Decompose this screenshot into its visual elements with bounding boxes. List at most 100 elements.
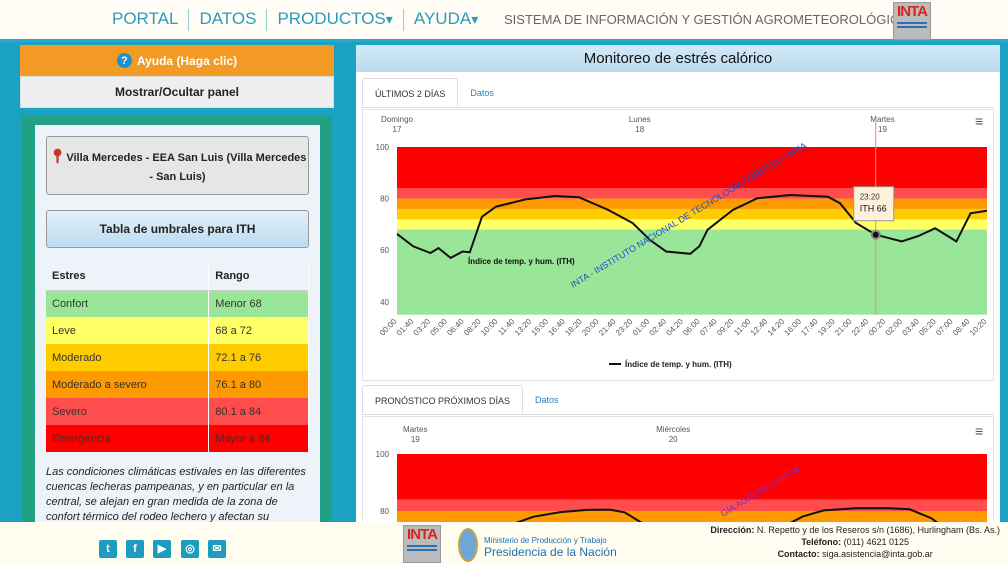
day-label: Domingo bbox=[381, 115, 414, 124]
tab-last-2-days[interactable]: ÚLTIMOS 2 DÍAS bbox=[362, 78, 459, 107]
x-tick-label: 21:00 bbox=[833, 317, 854, 338]
main-nav: PORTAL DATOS PRODUCTOS▾ AYUDA▾ bbox=[112, 9, 488, 31]
x-tick-label: 02:00 bbox=[884, 317, 905, 338]
date-label: 19 bbox=[411, 435, 420, 444]
description-text: Las condiciones climáticas estivales en … bbox=[46, 466, 306, 522]
ith-chart: 100806040Domingo17Lunes18Martes19≡00:000… bbox=[376, 113, 989, 369]
contact-info: Dirección: N. Repetto y de los Reseros s… bbox=[710, 525, 1000, 559]
x-tick-label: 23:20 bbox=[614, 317, 635, 338]
x-tick-label: 22:40 bbox=[850, 317, 871, 338]
location-button[interactable]: 📍︎Villa Mercedes - EEA San Luis (Villa M… bbox=[46, 136, 309, 195]
x-tick-label: 20:00 bbox=[580, 317, 601, 338]
x-tick-label: 00:20 bbox=[867, 317, 888, 338]
x-tick-label: 03:20 bbox=[412, 317, 433, 338]
stress-range: Mayor a 84 bbox=[208, 425, 309, 452]
date-label: 19 bbox=[878, 125, 887, 134]
x-tick-label: 03:40 bbox=[900, 317, 921, 338]
tabs-last-days: ÚLTIMOS 2 DÍAS Datos bbox=[362, 78, 994, 108]
threshold-band bbox=[397, 511, 987, 522]
date-label: 20 bbox=[669, 435, 678, 444]
tab-data[interactable]: Datos bbox=[535, 395, 559, 405]
y-tick-label: 80 bbox=[380, 195, 389, 204]
threshold-row: Severo 80.1 a 84 bbox=[46, 398, 309, 425]
twitter-icon[interactable]: t bbox=[99, 540, 117, 558]
threshold-band bbox=[397, 147, 987, 189]
x-tick-label: 07:00 bbox=[934, 317, 955, 338]
x-tick-label: 14:20 bbox=[766, 317, 787, 338]
x-tick-label: 01:00 bbox=[631, 317, 652, 338]
facebook-icon[interactable]: f bbox=[126, 540, 144, 558]
nav-ayuda[interactable]: AYUDA▾ bbox=[413, 9, 479, 28]
threshold-table: Estres Rango Confort Menor 68 Leve 68 a 72 Mo… bbox=[46, 263, 309, 452]
x-tick-label: 19:20 bbox=[816, 317, 837, 338]
threshold-row: Moderado a severo 76.1 a 80 bbox=[46, 371, 309, 398]
help-button[interactable]: ? Ayuda (Haga clic) bbox=[20, 45, 334, 76]
stress-level: Confort bbox=[46, 290, 210, 317]
hamburger-icon: ≡ bbox=[975, 113, 983, 129]
inta-logo[interactable]: INTA bbox=[893, 2, 931, 40]
threshold-band bbox=[397, 499, 987, 511]
x-tick-label: 12:40 bbox=[749, 317, 770, 338]
x-tick-label: 04:20 bbox=[664, 317, 685, 338]
date-label: 18 bbox=[635, 125, 644, 134]
x-tick-label: 18:20 bbox=[563, 317, 584, 338]
stress-level: Moderado a severo bbox=[46, 371, 210, 398]
threshold-row: Emergencia Mayor a 84 bbox=[46, 425, 309, 452]
y-tick-label: 40 bbox=[380, 298, 389, 307]
day-label: Martes bbox=[870, 115, 894, 124]
question-icon: ? bbox=[116, 53, 132, 68]
tab-data[interactable]: Datos bbox=[470, 88, 494, 98]
x-tick-label: 11:40 bbox=[496, 317, 516, 337]
x-tick-label: 11:00 bbox=[732, 317, 752, 337]
tabs-forecast: PRONÓSTICO PRÓXIMOS DÍAS Datos bbox=[362, 385, 994, 415]
x-tick-label: 10:20 bbox=[968, 317, 989, 338]
x-tick-label: 01:40 bbox=[395, 317, 416, 338]
left-panel: ? Ayuda (Haga clic) Mostrar/Ocultar panel bbox=[20, 45, 334, 108]
nav-datos[interactable]: DATOS bbox=[199, 9, 257, 28]
threshold-band bbox=[397, 229, 987, 315]
x-tick-label: 13:20 bbox=[513, 317, 534, 338]
threshold-band bbox=[397, 219, 987, 230]
tooltip-time: 23:20 bbox=[860, 193, 881, 202]
col-header: Estres bbox=[46, 263, 210, 291]
contact-email[interactable]: siga.asistencia@inta.gob.ar bbox=[822, 549, 933, 559]
legend-label: Índice de temp. y hum. (ITH) bbox=[625, 360, 732, 369]
y-tick-label: 100 bbox=[376, 450, 390, 459]
threshold-band bbox=[397, 198, 987, 209]
email-icon[interactable]: ✉ bbox=[208, 540, 226, 558]
date-label: 17 bbox=[393, 125, 402, 134]
toggle-panel-button[interactable]: Mostrar/Ocultar panel bbox=[20, 76, 334, 108]
threshold-table-button[interactable]: Tabla de umbrales para ITH bbox=[46, 210, 309, 248]
col-header: Rango bbox=[208, 263, 309, 291]
threshold-band bbox=[397, 208, 987, 220]
inta-footer-logo[interactable]: INTA bbox=[403, 525, 441, 563]
threshold-band bbox=[397, 454, 987, 500]
y-tick-label: 80 bbox=[380, 507, 389, 516]
tooltip-value: ITH 66 bbox=[860, 204, 887, 214]
x-tick-label: 16:40 bbox=[546, 317, 567, 338]
stress-range: 72.1 a 76 bbox=[208, 344, 309, 371]
x-tick-label: 08:20 bbox=[462, 317, 483, 338]
nav-productos[interactable]: PRODUCTOS▾ bbox=[277, 9, 393, 28]
stress-range: 68 a 72 bbox=[208, 317, 309, 344]
stress-level: Leve bbox=[46, 317, 210, 344]
caret-down-icon: ▾ bbox=[471, 12, 479, 28]
panel-content: 📍︎Villa Mercedes - EEA San Luis (Villa M… bbox=[35, 125, 320, 522]
stress-range: Menor 68 bbox=[208, 290, 309, 317]
x-tick-label: 15:00 bbox=[530, 317, 551, 338]
y-tick-label: 100 bbox=[376, 143, 390, 152]
tab-forecast[interactable]: PRONÓSTICO PRÓXIMOS DÍAS bbox=[362, 385, 524, 414]
ith-series-line bbox=[396, 193, 988, 260]
x-tick-label: 00:00 bbox=[378, 317, 399, 338]
panel-title: Monitoreo de estrés calórico bbox=[356, 45, 1000, 72]
stress-level: Emergencia bbox=[46, 425, 210, 452]
ministry-logo: Ministerio de Producción y Trabajo Presid… bbox=[484, 536, 617, 559]
stress-range: 76.1 a 80 bbox=[208, 371, 309, 398]
system-title: SISTEMA DE INFORMACIÓN Y GESTIÓN AGROMET… bbox=[504, 12, 909, 27]
instagram-icon[interactable]: ◎ bbox=[181, 540, 199, 558]
threshold-row: Leve 68 a 72 bbox=[46, 317, 309, 344]
youtube-icon[interactable]: ▶ bbox=[153, 540, 171, 558]
nav-portal[interactable]: PORTAL bbox=[112, 9, 179, 28]
main-panel: Monitoreo de estrés calórico ÚLTIMOS 2 D… bbox=[356, 45, 1000, 522]
x-tick-label: 16:00 bbox=[782, 317, 803, 338]
